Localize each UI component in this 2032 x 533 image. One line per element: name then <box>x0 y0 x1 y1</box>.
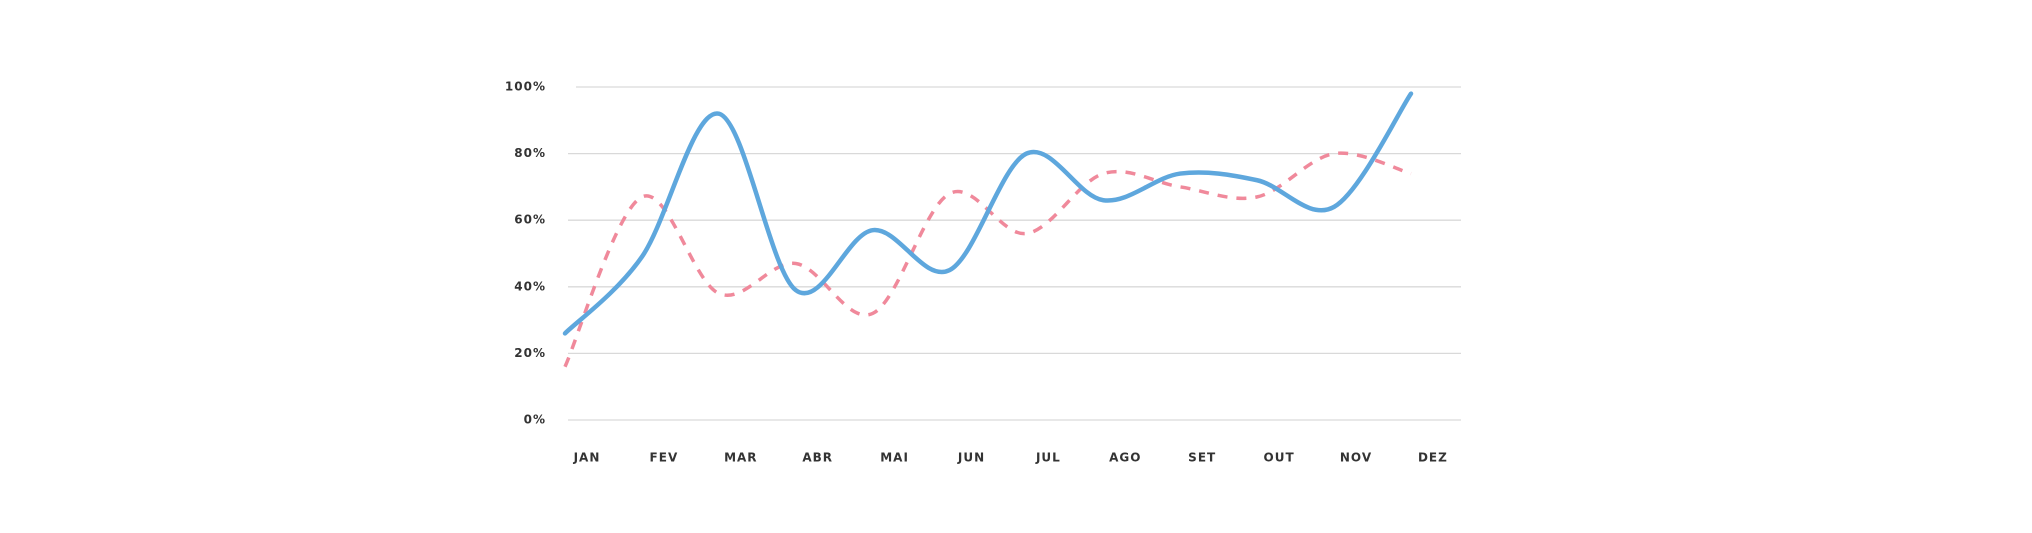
x-tick-label: DEZ <box>1418 451 1448 465</box>
x-tick-label: JAN <box>573 451 601 465</box>
x-tick-label: MAR <box>724 451 757 465</box>
x-tick-label: ABR <box>802 451 833 465</box>
x-tick-label: MAI <box>880 451 909 465</box>
y-tick-label: 60% <box>514 213 546 227</box>
x-tick-label: JUN <box>957 451 985 465</box>
x-tick-label: OUT <box>1264 451 1295 465</box>
y-tick-label: 100% <box>505 80 546 94</box>
y-tick-label: 80% <box>514 146 546 160</box>
line-series <box>563 151 1412 368</box>
x-tick-label: AGO <box>1109 451 1141 465</box>
y-tick-label: 20% <box>514 346 546 360</box>
x-tick-label: NOV <box>1340 451 1372 465</box>
x-tick-label: SET <box>1188 451 1216 465</box>
y-tick-label: 40% <box>514 279 546 293</box>
y-tick-label: 0% <box>524 413 546 427</box>
x-tick-label: FEV <box>650 451 679 465</box>
line-series <box>562 91 1414 336</box>
x-tick-label: JUL <box>1035 451 1061 465</box>
